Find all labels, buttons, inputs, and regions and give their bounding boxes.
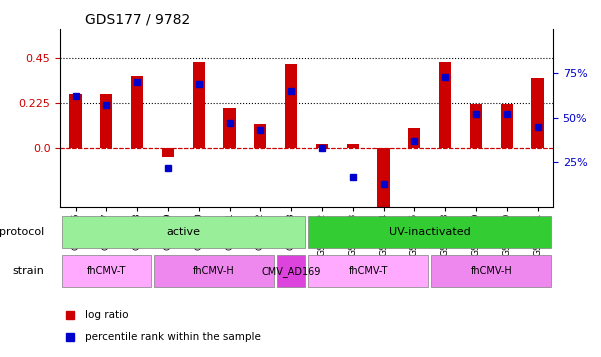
Bar [531, 78, 544, 147]
Text: CMV_AD169: CMV_AD169 [261, 266, 321, 277]
Text: fhCMV-T: fhCMV-T [87, 266, 126, 276]
Bar [408, 128, 421, 147]
Text: percentile rank within the sample: percentile rank within the sample [85, 332, 261, 342]
FancyBboxPatch shape [154, 255, 274, 287]
Bar [224, 108, 236, 147]
Text: active: active [166, 227, 200, 237]
FancyBboxPatch shape [62, 255, 151, 287]
Text: UV-inactivated: UV-inactivated [389, 227, 471, 237]
Bar [254, 124, 266, 147]
Bar [377, 147, 389, 211]
FancyBboxPatch shape [277, 255, 305, 287]
Bar [131, 76, 143, 147]
Bar [347, 144, 359, 147]
Text: strain: strain [13, 266, 44, 276]
Text: log ratio: log ratio [85, 310, 128, 320]
FancyBboxPatch shape [62, 216, 305, 248]
Bar [439, 62, 451, 147]
Bar [470, 104, 482, 147]
Bar [69, 94, 82, 147]
Text: GDS177 / 9782: GDS177 / 9782 [85, 12, 190, 26]
FancyBboxPatch shape [308, 255, 428, 287]
Bar [100, 94, 112, 147]
FancyBboxPatch shape [432, 255, 551, 287]
Bar [192, 62, 205, 147]
Text: fhCMV-H: fhCMV-H [471, 266, 512, 276]
Text: protocol: protocol [0, 227, 44, 237]
Bar [285, 64, 297, 147]
Text: fhCMV-T: fhCMV-T [349, 266, 388, 276]
FancyBboxPatch shape [308, 216, 551, 248]
Bar [162, 147, 174, 157]
Text: fhCMV-H: fhCMV-H [194, 266, 235, 276]
Bar [501, 104, 513, 147]
Bar [316, 144, 328, 147]
